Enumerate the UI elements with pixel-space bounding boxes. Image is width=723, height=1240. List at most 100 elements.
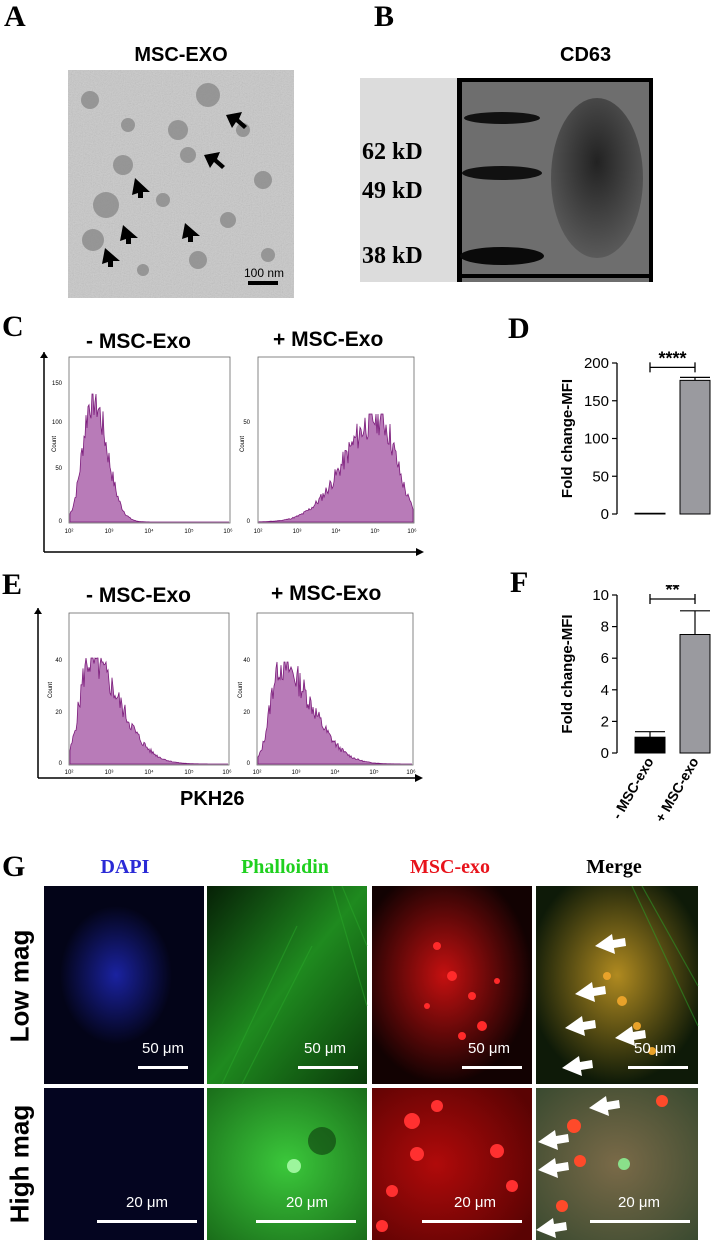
scale-label-low: 50 μm <box>634 1040 676 1057</box>
arrow-icon <box>538 1130 569 1150</box>
significance-label: ** <box>665 585 679 600</box>
x-tick-label: 10⁴ <box>330 769 340 776</box>
marker-38kd: 38 kD <box>362 243 423 269</box>
y-tick-label: 2 <box>601 713 609 730</box>
column-header-merge: Merge <box>586 856 642 878</box>
panel-e-label-neg: - MSC-Exo <box>86 584 191 607</box>
panel-letter-f: F <box>510 566 529 599</box>
scale-bar <box>138 1066 188 1069</box>
scale-bar <box>298 1066 358 1069</box>
bar <box>679 634 711 754</box>
arrow-icon <box>615 1026 646 1046</box>
y-axis-label: Count <box>52 436 58 452</box>
fluorescence-grid <box>44 886 699 1240</box>
image-phalloidin-high <box>207 1088 367 1240</box>
x-tick-label: 10² <box>254 529 263 535</box>
tick-label: 100 <box>52 420 63 426</box>
panel-a-scalebar-label: 100 nm <box>244 266 285 280</box>
arrow-icon <box>538 1158 569 1178</box>
panel-letter-c: C <box>2 310 24 343</box>
y-tick-label: 0 <box>601 506 609 523</box>
y-tick-label: 150 <box>584 393 609 410</box>
scale-bar <box>462 1066 522 1069</box>
image-mscexo-low <box>372 886 532 1084</box>
x-tick-label: 10⁵ <box>369 769 379 776</box>
x-axis-title-pkh26: PKH26 <box>180 788 245 810</box>
image-mscexo-high <box>372 1088 532 1240</box>
x-tick-label: 10⁵ <box>184 769 194 776</box>
tick-label: 20 <box>243 710 250 716</box>
panel-c-label-pos: + MSC-Exo <box>273 328 384 351</box>
y-tick-label: 8 <box>601 619 609 636</box>
image-dapi-low <box>44 886 204 1084</box>
tick-label: 40 <box>243 658 250 664</box>
x-tick-label: 10⁶ <box>407 528 417 535</box>
x-tick-label: 10⁶ <box>223 528 233 535</box>
arrow-icon <box>536 1218 567 1238</box>
bar <box>679 379 711 515</box>
column-header-msc-exo: MSC-exo <box>410 856 490 878</box>
x-tick-label: 10³ <box>105 770 114 776</box>
y-tick-label: 200 <box>584 355 609 372</box>
panel-letter-e: E <box>2 568 23 601</box>
x-tick-label: 10⁴ <box>331 528 341 535</box>
scale-bar <box>628 1066 688 1069</box>
arrow-icon <box>565 1016 596 1036</box>
scale-bar <box>256 1220 356 1223</box>
x-tick-label: 10⁴ <box>144 769 154 776</box>
arrow-icon <box>595 934 626 954</box>
panel-b-title: CD63 <box>560 44 612 66</box>
arrow-icon <box>204 152 225 169</box>
y-tick-label: 6 <box>601 650 609 667</box>
arrow-icon <box>102 248 120 267</box>
tick-label: 0 <box>59 519 63 525</box>
tick-label: 40 <box>55 658 62 664</box>
y-axis-label: Fold change-MFI <box>560 379 576 498</box>
x-tick-label: 10³ <box>292 770 301 776</box>
arrow-icon <box>226 112 247 129</box>
y-tick-label: 4 <box>601 682 609 699</box>
tick-label: 0 <box>59 761 63 767</box>
panel-letter-a: A <box>4 0 26 33</box>
y-axis-label: Count <box>240 436 246 452</box>
bar-chart-f: 0 2 4 6 8 10 Fold change-MFI - MSC-exo+ MSC-exo… <box>560 585 711 825</box>
x-tick-label: - MSC-exo <box>609 755 657 822</box>
x-tick-label: 10⁵ <box>184 528 194 535</box>
panel-e-label-pos: + MSC-Exo <box>271 582 382 605</box>
bar <box>634 512 666 515</box>
y-axis-label: Count <box>238 682 244 698</box>
x-tick-label: 10² <box>65 770 74 776</box>
y-tick-label: 10 <box>592 587 609 604</box>
scale-bar <box>248 281 278 285</box>
arrow-icon <box>120 225 138 244</box>
scale-bar <box>422 1220 522 1223</box>
scale-label-low: 50 μm <box>142 1040 184 1057</box>
scale-label-low: 50 μm <box>304 1040 346 1057</box>
scale-label-high: 20 μm <box>286 1194 328 1211</box>
panel-letter-b: B <box>374 0 395 33</box>
x-tick-label: 10² <box>65 529 74 535</box>
x-tick-label: 10⁴ <box>144 528 154 535</box>
western-blot-image <box>457 78 653 282</box>
scale-label-low: 50 μm <box>468 1040 510 1057</box>
arrow-icon <box>562 1056 593 1076</box>
y-axis-label: Count <box>48 682 54 698</box>
flow-histogram-c: 150 100 50 0 50 0 Count Count 10² 10³ 10… <box>40 352 424 556</box>
flow-histogram-e: 40 20 0 40 20 0 Count Count 10² 10³ 10⁴ … <box>34 608 423 782</box>
bar-chart-d: 0 50 100 150 200 Fold change-MFI **** <box>560 348 711 523</box>
y-axis-label: Fold change-MFI <box>560 614 576 733</box>
arrow-icon <box>589 1096 620 1116</box>
row-label-high-mag-wrap: High mag <box>2 1090 38 1238</box>
panel-letter-g: G <box>2 850 26 883</box>
scale-label-high: 20 μm <box>126 1194 168 1211</box>
panel-letter-d: D <box>508 312 530 345</box>
marker-49kd: 49 kD <box>362 178 423 204</box>
row-label-low-mag: Low mag <box>4 929 35 1043</box>
column-header-dapi: DAPI <box>100 856 150 878</box>
column-header-phalloidin: Phalloidin <box>241 856 329 878</box>
row-label-high-mag: High mag <box>4 1104 35 1224</box>
row-label-low-mag-wrap: Low mag <box>2 888 38 1084</box>
scale-bar <box>97 1220 197 1223</box>
x-tick-label: 10³ <box>105 529 114 535</box>
image-merge-low <box>536 886 698 1084</box>
